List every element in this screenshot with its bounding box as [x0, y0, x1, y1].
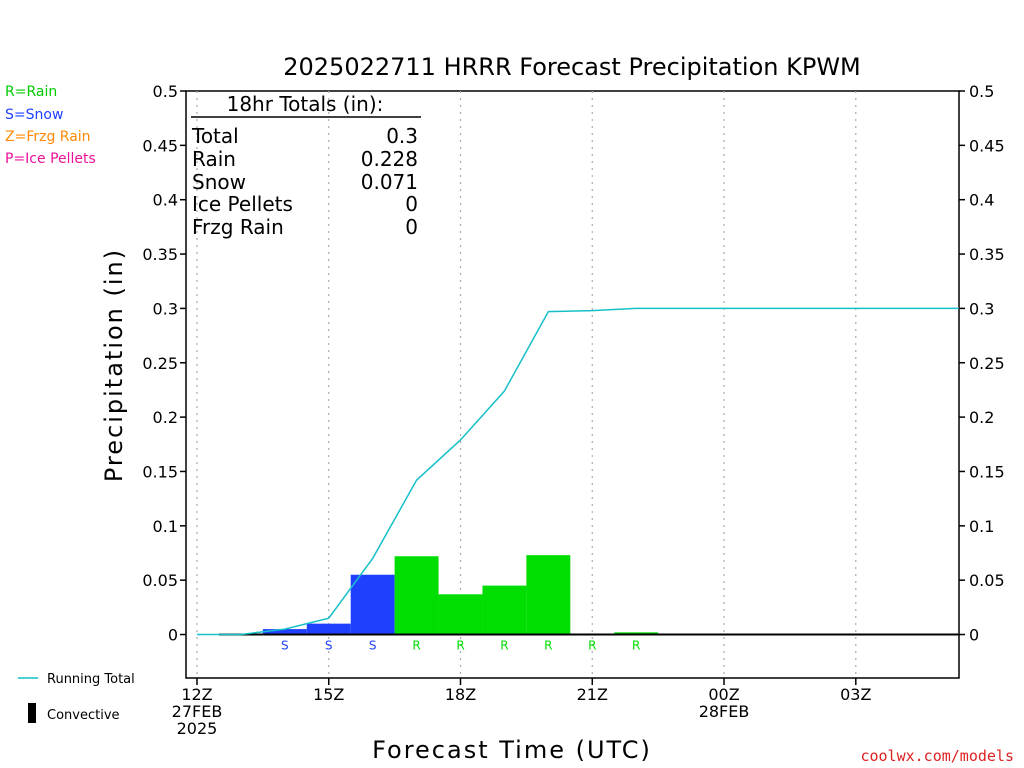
ytick-left-label-0: 0: [168, 626, 178, 645]
totals-label-rain: Rain: [192, 147, 236, 171]
precip-type-16: S: [369, 639, 377, 653]
ytick-left-label-0.5: 0.5: [153, 82, 178, 101]
ytick-left-label-0.05: 0.05: [142, 571, 178, 590]
ytick-right-label-0.4: 0.4: [969, 191, 994, 210]
ytick-right-label-0.5: 0.5: [969, 82, 994, 101]
ytick-right-label-0.25: 0.25: [969, 354, 1005, 373]
ytick-right-label-0.2: 0.2: [969, 408, 994, 427]
precip-bar-18: [438, 594, 483, 635]
totals-table: 18hr Totals (in): Total 0.3 Rain 0.228 S…: [191, 92, 421, 239]
series-legend: Running Total Convective: [18, 672, 135, 723]
convective-legend-label: Convective: [47, 708, 120, 723]
y-axis-left: 0 0.05 0.1 0.15 0.2 0.25 0.3 0.35 0.4 0.45 0.5: [142, 82, 186, 645]
precip-bar-20: [526, 555, 571, 635]
chart-title: 2025022711 HRRR Forecast Precipitation K…: [283, 53, 861, 81]
totals-value-ice-pellets: 0: [405, 192, 418, 216]
precip-type-21: R: [588, 639, 596, 653]
totals-label-ice-pellets: Ice Pellets: [192, 192, 293, 216]
ytick-right-label-0.3: 0.3: [969, 299, 994, 318]
legend-ice-pellets: P=Ice Pellets: [5, 151, 96, 167]
xtick-label-21Z: 21Z: [577, 685, 608, 704]
credit-text: coolwx.com/models: [860, 747, 1014, 765]
running-total-legend-label: Running Total: [47, 672, 135, 687]
precip-bar-16: [350, 574, 395, 635]
precip-type-legend: R=Rain S=Snow Z=Frzg Rain P=Ice Pellets: [5, 84, 96, 167]
totals-value-rain: 0.228: [361, 147, 418, 171]
ytick-left-label-0.15: 0.15: [142, 462, 178, 481]
totals-label-frzg-rain: Frzg Rain: [192, 215, 284, 239]
totals-label-snow: Snow: [192, 170, 246, 194]
precip-type-20: R: [544, 639, 552, 653]
ytick-left-label-0.1: 0.1: [153, 517, 178, 536]
ytick-right-label-0.15: 0.15: [969, 462, 1005, 481]
totals-label-total: Total: [191, 124, 239, 148]
precip-bar-22: [614, 632, 659, 635]
ytick-right-label-0: 0: [969, 626, 979, 645]
xtick-label-18Z: 18Z: [445, 685, 476, 704]
xtick-label-27FEB: 27FEB: [172, 702, 223, 721]
precip-type-22: R: [632, 639, 640, 653]
xtick-label-12Z: 12Z: [181, 685, 212, 704]
ytick-left-label-0.3: 0.3: [153, 299, 178, 318]
precip-bar-17: [394, 556, 439, 635]
precip-type-19: R: [500, 639, 508, 653]
ytick-left-label-0.2: 0.2: [153, 408, 178, 427]
totals-value-frzg-rain: 0: [405, 215, 418, 239]
plot-frame: [185, 90, 960, 679]
precip-bars: [262, 555, 659, 635]
ytick-left-label-0.4: 0.4: [153, 191, 178, 210]
ytick-right-label-0.35: 0.35: [969, 245, 1005, 264]
precip-bar-15: [306, 623, 351, 635]
ytick-left-label-0.35: 0.35: [142, 245, 178, 264]
xtick-label-2025: 2025: [177, 719, 218, 738]
totals-header: 18hr Totals (in):: [227, 92, 384, 116]
precip-type-18: R: [456, 639, 464, 653]
ytick-right-label-0.05: 0.05: [969, 571, 1005, 590]
legend-snow: S=Snow: [5, 107, 63, 123]
xtick-label-28FEB: 28FEB: [699, 702, 750, 721]
ytick-right-label-0.45: 0.45: [969, 136, 1005, 155]
legend-frzg-rain: Z=Frzg Rain: [5, 129, 91, 145]
precip-type-14: S: [281, 639, 289, 653]
y-axis-label: Precipitation (in): [100, 248, 128, 482]
precip-bar-14: [262, 629, 307, 635]
totals-value-total: 0.3: [386, 124, 418, 148]
totals-value-snow: 0.071: [361, 170, 418, 194]
convective-legend-swatch: [28, 703, 36, 723]
legend-rain: R=Rain: [5, 84, 57, 100]
precip-type-17: R: [412, 639, 420, 653]
ytick-right-label-0.1: 0.1: [969, 517, 994, 536]
xtick-label-00Z: 00Z: [708, 685, 739, 704]
x-axis-label: Forecast Time (UTC): [372, 736, 652, 764]
ytick-left-label-0.25: 0.25: [142, 354, 178, 373]
xtick-label-03Z: 03Z: [840, 685, 871, 704]
precip-bar-19: [482, 585, 527, 635]
precip-type-15: S: [325, 639, 333, 653]
y-axis-right: 0 0.05 0.1 0.15 0.2 0.25 0.3 0.35 0.4 0.45 0.5: [959, 82, 1005, 645]
ytick-left-label-0.45: 0.45: [142, 136, 178, 155]
running-total-line: [196, 307, 959, 636]
running-total-polyline: [196, 307, 959, 636]
xtick-label-15Z: 15Z: [313, 685, 344, 704]
